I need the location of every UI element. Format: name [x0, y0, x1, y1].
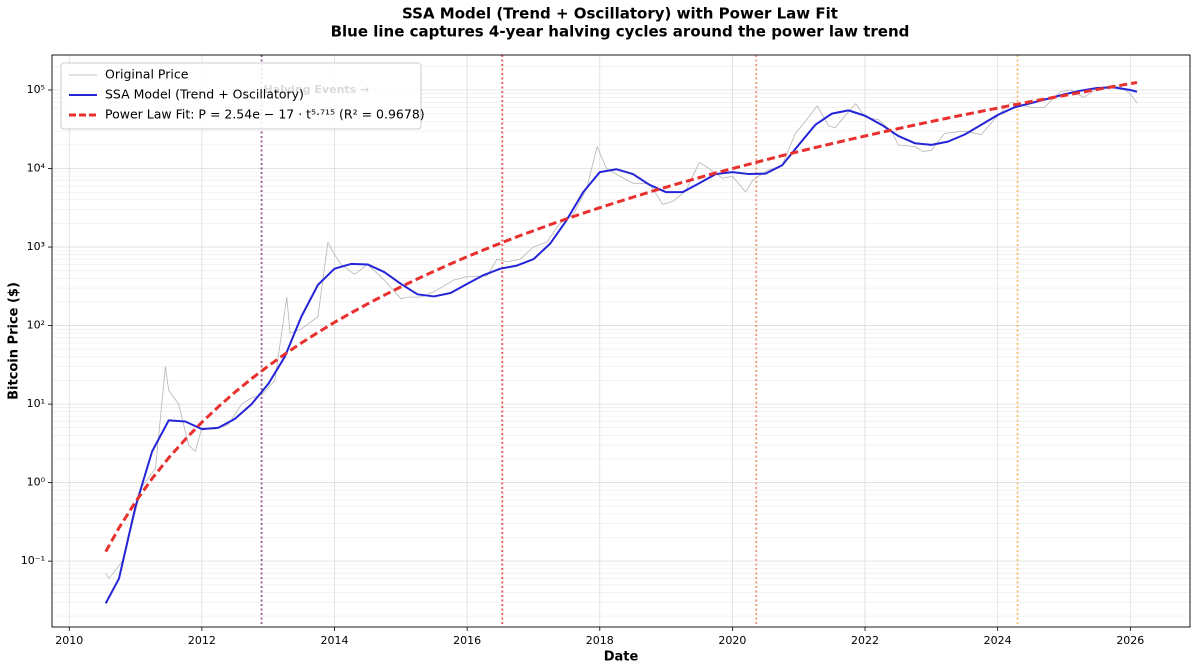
plot-frame: [51, 54, 1191, 628]
x-axis-label: Date: [604, 650, 639, 665]
x-tick-label: 2016: [453, 634, 481, 647]
series-line: [104, 81, 1138, 553]
legend-label: Original Price: [105, 67, 189, 82]
x-tick-label: 2010: [55, 634, 83, 647]
chart-title: SSA Model (Trend + Oscillatory) with Pow…: [402, 5, 838, 23]
chart-subtitle: Blue line captures 4-year halving cycles…: [331, 23, 910, 41]
series-line: [105, 84, 1138, 579]
x-tick-label: 2026: [1116, 634, 1144, 647]
legend: Original Price SSA Model (Trend + Oscilla…: [60, 62, 425, 130]
x-tick-label: 2014: [321, 634, 349, 647]
x-tick-label: 2012: [188, 634, 216, 647]
x-tick-label: 2024: [984, 634, 1012, 647]
y-tick-label: 10³: [27, 240, 45, 253]
legend-label: SSA Model (Trend + Oscillatory): [105, 87, 304, 102]
y-tick-label: 10²: [27, 319, 45, 332]
series-line: [104, 86, 1138, 604]
plot-marks: Halving Events →: [104, 55, 1138, 627]
y-tick-label: 10⁵: [27, 83, 45, 96]
x-tick-label: 2022: [851, 634, 879, 647]
y-tick-label: 10¹: [27, 397, 45, 410]
legend-box: [60, 62, 422, 130]
legend-label: Power Law Fit: P = 2.54e − 17 · t⁵·⁷¹⁵ (…: [105, 107, 425, 122]
y-axis-label: Bitcoin Price ($): [7, 282, 22, 400]
y-tick-label: 10⁰: [27, 476, 46, 489]
x-tick-label: 2018: [586, 634, 614, 647]
x-tick-label: 2020: [718, 634, 746, 647]
y-tick-label: 10⁻¹: [21, 554, 45, 567]
y-tick-label: 10⁴: [27, 162, 46, 175]
grid: [52, 55, 1190, 627]
axes: 10⁻¹ 10⁰ 10¹ 10² 10³ 10⁴ 10⁵ 2010 2012 2014 2016 20…: [21, 54, 1191, 647]
